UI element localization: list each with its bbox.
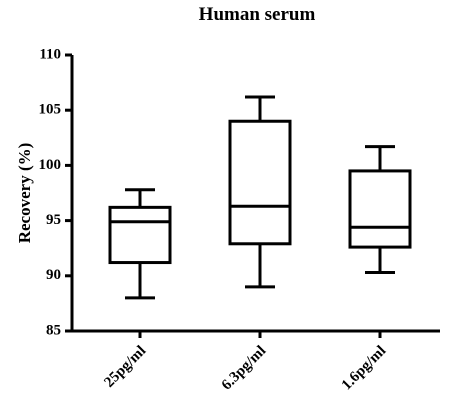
y-tick-label: 105: [39, 102, 62, 118]
box: [108, 205, 172, 265]
y-tick-label: 85: [46, 322, 61, 338]
box: [228, 119, 292, 246]
y-tick-label: 95: [46, 212, 61, 228]
chart-title: Human serum: [199, 4, 316, 25]
y-tick-label: 90: [46, 267, 61, 283]
x-tick-label: 25pg/ml: [101, 343, 149, 391]
x-tick-label: 1.6pg/ml: [339, 343, 390, 394]
y-tick-label: 100: [39, 157, 62, 173]
y-tick-label: 110: [39, 46, 61, 62]
x-tick-label: 6.3pg/ml: [219, 343, 270, 394]
y-axis-title: Recovery (%): [15, 143, 34, 244]
box: [348, 169, 412, 249]
